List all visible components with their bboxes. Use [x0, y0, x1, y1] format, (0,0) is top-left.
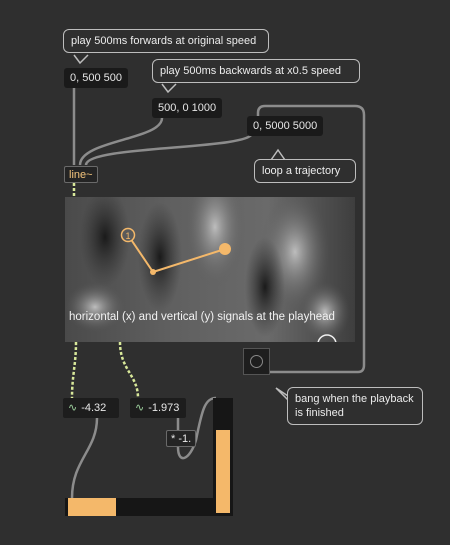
trajectory-start-marker-label: 1 — [125, 231, 130, 241]
cord-bang-loop — [256, 104, 366, 374]
cord-x-to-hslider — [70, 417, 99, 499]
bang-button[interactable] — [243, 348, 270, 375]
video-frame: 1 — [65, 197, 355, 342]
cord-video-y — [118, 341, 140, 399]
message-backward[interactable]: 500, 0 1000 — [152, 98, 223, 118]
callout-pointer-backward — [161, 83, 177, 94]
multiply-object[interactable]: * -1. — [166, 430, 197, 447]
video-highlight-3 — [300, 282, 350, 342]
playhead-point — [150, 269, 156, 275]
trajectory-segment-2 — [152, 248, 226, 273]
callout-pointer-bang — [275, 387, 289, 401]
vertical-slider-fill — [216, 430, 230, 513]
callout-pointer-forward — [73, 54, 89, 65]
comment-bang-finished-text: bang when the playback is finished — [295, 393, 414, 419]
trajectory-start-marker[interactable] — [120, 227, 136, 243]
message-forward-text: 0, 500 500 — [70, 72, 122, 84]
signal-tilde-icon: ∿ — [135, 402, 145, 414]
video-display[interactable]: 1 horizontal (x) and vertical (y) signal… — [65, 197, 355, 342]
message-backward-text: 500, 0 1000 — [158, 102, 217, 114]
trajectory-segment-1 — [127, 234, 154, 273]
video-caption: horizontal (x) and vertical (y) signals … — [69, 311, 335, 323]
cord-video-x — [70, 341, 78, 399]
number-y-value: -1.973 — [148, 402, 180, 414]
video-shadow-1 — [80, 197, 130, 287]
video-shadow-3 — [245, 237, 285, 337]
video-shadow-2 — [138, 202, 182, 312]
signal-tilde-icon: ∿ — [68, 402, 78, 414]
comment-play-backward: play 500ms backwards at x0.5 speed — [152, 59, 360, 83]
comment-play-forward-text: play 500ms forwards at original speed — [71, 35, 257, 47]
message-loop-text: 0, 5000 5000 — [253, 120, 318, 132]
resize-handle-icon[interactable] — [317, 334, 337, 342]
number-x-value: -4.32 — [81, 402, 107, 414]
message-forward[interactable]: 0, 500 500 — [64, 68, 128, 88]
horizontal-slider-fill — [68, 498, 116, 516]
message-loop[interactable]: 0, 5000 5000 — [247, 116, 324, 136]
trajectory-end-point[interactable] — [219, 243, 231, 255]
video-highlight-4 — [65, 282, 125, 332]
number-x[interactable]: ∿ -4.32 — [63, 398, 119, 418]
bang-circle-icon — [250, 355, 263, 368]
comment-loop-text: loop a trajectory — [262, 165, 341, 177]
line-object-text: line~ — [69, 169, 93, 181]
cord-loop-to-line — [84, 132, 254, 166]
video-highlight-1 — [185, 197, 245, 287]
comment-play-backward-text: play 500ms backwards at x0.5 speed — [160, 65, 341, 77]
multiply-object-text: * -1. — [171, 433, 192, 445]
line-object[interactable]: line~ — [64, 166, 98, 183]
comment-loop: loop a trajectory — [254, 159, 356, 183]
comment-play-forward: play 500ms forwards at original speed — [63, 29, 269, 53]
comment-bang-finished: bang when the playback is finished — [287, 387, 423, 425]
cord-backward-to-line — [78, 117, 164, 166]
callout-pointer-loop — [270, 148, 286, 161]
number-y[interactable]: ∿ -1.973 — [130, 398, 186, 418]
